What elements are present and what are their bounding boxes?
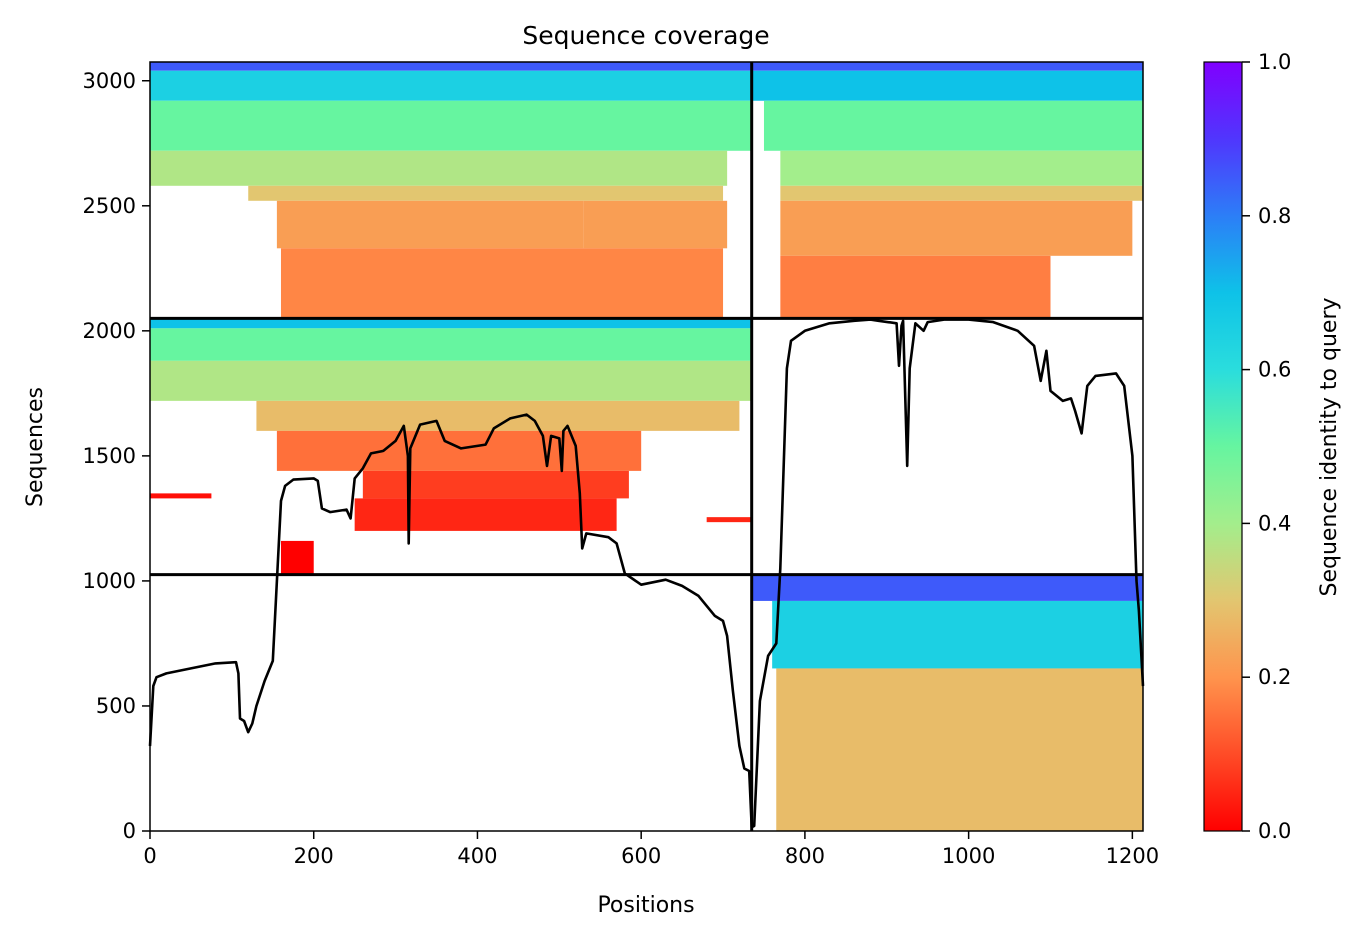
x-tick-label-400: 400 [457,844,497,868]
heatmap-band-middle-chain1-1 [150,328,752,361]
coverage-line [148,318,1145,829]
heatmap-band-middle-chain1-4 [276,430,642,471]
coverage-line-group [148,318,1145,829]
heatmap-band-upper-chain1-4 [248,185,724,201]
heatmap-band-upper-chain2-6 [780,255,1051,319]
heatmap-band-lower-chain2-1 [772,600,1143,669]
y-tick-label-2500: 2500 [83,194,136,218]
heatmap-band-middle-chain1-7 [280,540,314,576]
x-tick-label-600: 600 [621,844,661,868]
y-tick-label-500: 500 [96,694,136,718]
heatmap-band-middle-chain1-5 [362,470,629,499]
colorbar [1203,61,1243,832]
heatmap-band-middle-chain1-2 [150,360,752,401]
heatmap-band-upper-chain2-4 [780,185,1143,201]
heatmap-band-upper-chain1-5 [276,200,584,249]
heatmap-band-middle-chain1-9 [706,517,752,523]
heatmap-band-middle-chain1-6 [354,498,617,531]
x-tick-label-800: 800 [785,844,825,868]
colorbar-tick-label-0.6: 0.6 [1258,358,1291,382]
chart-title: Sequence coverage [522,21,769,50]
y-tick-label-2000: 2000 [83,319,136,343]
heatmap-band-upper-chain2-1 [751,70,1143,101]
y-axis: 0 500 1000 1500 2000 2500 3000 [83,69,150,843]
heatmap-band-upper-chain1-7 [280,248,724,319]
colorbar-tick-label-1: 1.0 [1258,50,1291,74]
x-axis-label: Positions [597,893,694,918]
colorbar-tick-label-0.2: 0.2 [1258,665,1291,689]
x-tick-label-1200: 1200 [1106,844,1159,868]
colorbar-tick-label-0.4: 0.4 [1258,511,1291,535]
heatmap-band-upper-chain2-5 [780,200,1133,256]
y-tick-label-1000: 1000 [83,569,136,593]
heatmap-band-upper-chain1-6 [583,200,728,249]
y-axis-label: Sequences [23,387,48,507]
x-tick-label-200: 200 [294,844,334,868]
heatmap-band-upper-chain1-1 [150,70,752,101]
heatmap-band-upper-chain1-0 [150,62,752,71]
plot-frame [149,61,1144,832]
colorbar-gradient [1203,61,1243,832]
colorbar-tick-label-0.8: 0.8 [1258,204,1291,228]
heatmap-band-middle-chain1-8 [150,493,212,499]
heatmap-band-upper-chain2-2 [763,100,1143,151]
colorbar-label: Sequence identity to query [1317,297,1342,596]
heatmap-band-middle-chain1-0 [150,318,752,329]
heatmap-area [150,62,1143,831]
x-tick-label-0: 0 [143,844,156,868]
heatmap-band-upper-chain1-2 [150,100,752,151]
colorbar-ticks: 0.0 0.2 0.4 0.6 0.8 1.0 [1242,50,1291,843]
x-axis: 0 200 400 600 800 1000 1200 [143,831,1159,868]
heatmap-band-lower-chain2-0 [751,574,1143,601]
heatmap-band-upper-chain2-0 [751,62,1143,71]
heatmap-band-lower-chain2-2 [776,668,1143,831]
x-tick-label-1000: 1000 [942,844,995,868]
heatmap-band-upper-chain1-3 [150,150,728,186]
y-tick-label-0: 0 [123,819,136,843]
block-boundaries [150,62,1143,831]
colorbar-tick-label-0: 0.0 [1258,819,1291,843]
y-tick-label-1500: 1500 [83,444,136,468]
heatmap-band-upper-chain2-3 [780,150,1143,186]
y-tick-label-3000: 3000 [83,69,136,93]
